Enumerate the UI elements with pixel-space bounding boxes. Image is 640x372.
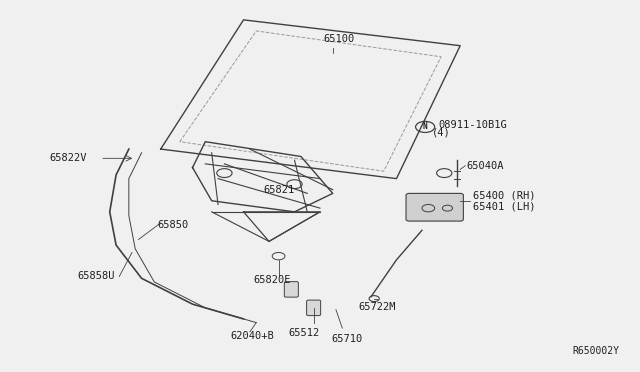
FancyBboxPatch shape: [406, 193, 463, 221]
Text: 65858U: 65858U: [78, 272, 115, 282]
Text: 65820E: 65820E: [253, 275, 291, 285]
Text: 08911-10B1G: 08911-10B1G: [438, 120, 507, 130]
Text: 65040A: 65040A: [467, 161, 504, 171]
Text: 65400 (RH): 65400 (RH): [473, 190, 536, 200]
Text: R650002Y: R650002Y: [573, 346, 620, 356]
Text: 65821: 65821: [263, 185, 294, 195]
Text: (4): (4): [431, 128, 451, 138]
Text: 65710: 65710: [332, 334, 363, 344]
Text: N: N: [423, 122, 428, 131]
Text: 65401 (LH): 65401 (LH): [473, 201, 536, 211]
Text: 65822V: 65822V: [49, 153, 86, 163]
FancyBboxPatch shape: [284, 282, 298, 297]
Text: 65512: 65512: [289, 328, 320, 338]
Text: 65850: 65850: [157, 220, 189, 230]
Text: 65722M: 65722M: [358, 302, 396, 312]
FancyBboxPatch shape: [307, 300, 321, 315]
Text: 65100: 65100: [323, 34, 355, 44]
Text: 62040+B: 62040+B: [231, 331, 275, 340]
